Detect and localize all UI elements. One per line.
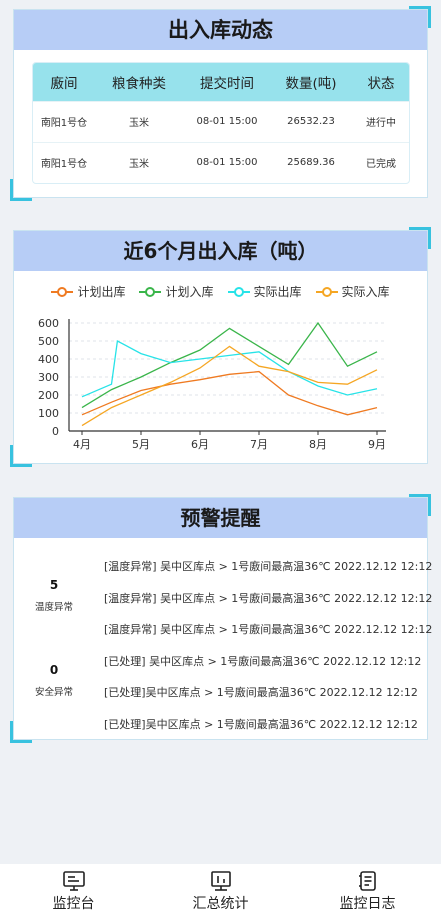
column-header: 数量(吨) [271, 63, 351, 101]
stat-value: 5 [49, 578, 59, 592]
y-tick-label: 100 [38, 407, 59, 420]
log-list-icon [358, 870, 376, 891]
alert-item[interactable]: [温度异常] 吴中区库点 > 1号廒间最高温36℃ 2022.12.12 12:… [104, 560, 433, 573]
table-row[interactable]: 南阳1号仓 玉米 08-01 15:00 25689.36 已完成 [33, 141, 409, 183]
table-row[interactable]: 南阳1号仓 玉米 08-01 15:00 26532.23 进行中 [33, 100, 409, 142]
y-tick-label: 200 [38, 389, 59, 402]
stat-value: 0 [49, 663, 59, 677]
alert-item[interactable]: [已处理] 吴中区库点 > 1号廒间最高温36℃ 2022.12.12 12:1… [104, 654, 422, 668]
stat-label: 安全异常 [34, 687, 73, 698]
nav-item-monitor-log[interactable]: 监控日志 [294, 864, 441, 918]
legend-label: 计划入库 [165, 285, 214, 299]
corner-decoration [10, 721, 32, 743]
legend-item[interactable]: 实际入库 [315, 283, 390, 300]
alert-panel-title: 预警提醒 [14, 498, 427, 538]
y-tick-label: 0 [52, 425, 59, 438]
legend-marker [51, 286, 74, 297]
table-header-row: 廒间 粮食种类 提交时间 数量(吨) 状态 [33, 63, 409, 101]
nav-item-monitor-console[interactable]: 监控台 [0, 864, 147, 918]
legend-label: 计划出库 [77, 285, 126, 299]
legend-label: 实际入库 [341, 285, 390, 299]
series-line [81, 321, 378, 409]
status-cell: 进行中 [351, 100, 409, 142]
nav-item-statistics[interactable]: 汇总统计 [147, 864, 294, 918]
corner-decoration [409, 227, 431, 249]
monitor-console-icon [62, 870, 85, 891]
legend-marker [315, 286, 338, 297]
table-cell: 南阳1号仓 [33, 141, 95, 183]
table-cell: 玉米 [95, 141, 183, 183]
alert-item[interactable]: [已处理]吴中区库点 > 1号廒间最高温36℃ 2022.12.12 12:12 [104, 717, 418, 731]
x-tick-label: 9月 [368, 438, 386, 451]
nav-label: 监控台 [52, 895, 95, 912]
y-tick-label: 300 [38, 371, 59, 384]
flow-panel-title: 出入库动态 [14, 10, 427, 50]
bottom-nav: 监控台 汇总统计 监控日志 [0, 864, 441, 918]
column-header: 粮食种类 [95, 63, 183, 101]
table-cell: 玉米 [95, 100, 183, 142]
chart-panel-title: 近6个月出入库（吨） [14, 231, 427, 271]
column-header: 提交时间 [183, 63, 271, 101]
temperature-alert-stat[interactable]: 5 温度异常 [14, 578, 94, 613]
chart-panel: 近6个月出入库（吨） 计划出库 计划入库 实际出库 实际入库 0 100 200 300 40… [10, 227, 431, 467]
safety-alert-stat[interactable]: 0 安全异常 [14, 663, 94, 698]
chart-legend: 计划出库 计划入库 实际出库 实际入库 [14, 283, 427, 300]
column-header: 廒间 [33, 63, 95, 101]
line-chart: 0 100 200 300 400 500 600 4月 5月 6月 7月 8月 9月 [38, 317, 386, 451]
series-line [81, 370, 378, 416]
statistics-board-icon [210, 870, 231, 891]
corner-decoration [10, 179, 32, 201]
corner-decoration [409, 494, 431, 516]
alert-item[interactable]: [温度异常] 吴中区库点 > 1号廒间最高温36℃ 2022.12.12 12:… [104, 591, 433, 605]
corner-decoration [10, 445, 32, 467]
x-tick-label: 8月 [309, 438, 327, 451]
y-tick-label: 600 [38, 317, 59, 330]
series-line [81, 345, 378, 427]
table-cell: 08-01 15:00 [183, 100, 271, 142]
alert-item[interactable]: [已处理]吴中区库点 > 1号廒间最高温36℃ 2022.12.12 12:12 [104, 686, 418, 700]
legend-marker [227, 286, 250, 297]
legend-item[interactable]: 计划出库 [51, 283, 125, 300]
status-cell: 已完成 [351, 141, 409, 183]
legend-label: 实际出库 [253, 285, 302, 299]
legend-marker [139, 286, 162, 297]
alert-panel: 预警提醒 5 温度异常 0 安全异常 [温度异常] 吴中区库点 > 1号廒间最高… [10, 494, 432, 743]
column-header: 状态 [351, 63, 409, 101]
nav-label: 汇总统计 [192, 895, 249, 912]
x-tick-label: 6月 [191, 438, 209, 451]
table-cell: 26532.23 [271, 100, 351, 142]
legend-item[interactable]: 计划入库 [139, 283, 214, 300]
y-tick-label: 500 [38, 335, 59, 348]
nav-label: 监控日志 [339, 895, 396, 912]
x-tick-label: 5月 [132, 438, 150, 451]
alert-item[interactable]: [温度异常] 吴中区库点 > 1号廒间最高温36℃ 2022.12.12 12:… [104, 623, 433, 637]
alert-list: [温度异常] 吴中区库点 > 1号廒间最高温36℃ 2022.12.12 12:… [104, 558, 433, 748]
stat-label: 温度异常 [34, 602, 73, 613]
x-tick-label: 7月 [250, 438, 268, 451]
legend-item[interactable]: 实际出库 [227, 283, 302, 300]
flow-table: 廒间 粮食种类 提交时间 数量(吨) 状态 南阳1号仓 玉米 08-01 15:… [32, 62, 410, 184]
series-line [81, 339, 378, 398]
corner-decoration [409, 6, 431, 28]
flow-panel: 出入库动态 廒间 粮食种类 提交时间 数量(吨) 状态 南阳1号仓 玉米 08-… [10, 6, 431, 201]
x-tick-label: 4月 [73, 438, 91, 451]
table-cell: 08-01 15:00 [183, 141, 271, 183]
y-tick-label: 400 [38, 353, 59, 366]
table-cell: 25689.36 [271, 141, 351, 183]
table-cell: 南阳1号仓 [33, 100, 95, 142]
